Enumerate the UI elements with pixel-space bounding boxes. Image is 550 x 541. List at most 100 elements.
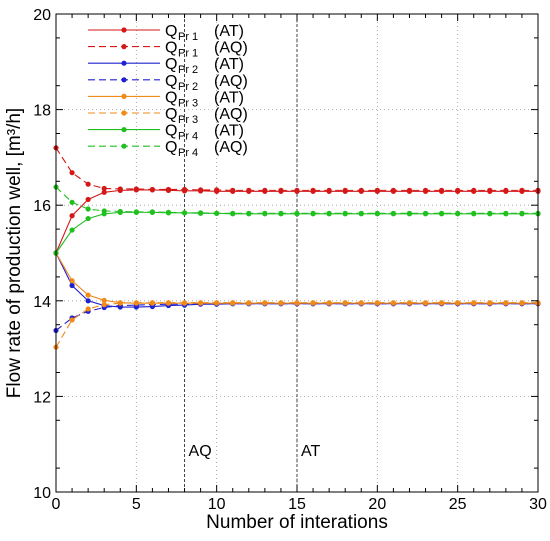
data-point bbox=[214, 300, 220, 306]
legend-q: Q bbox=[165, 23, 177, 40]
data-point bbox=[471, 210, 477, 216]
data-point bbox=[262, 210, 268, 216]
data-point bbox=[181, 186, 188, 193]
y-tick-label: 12 bbox=[33, 389, 51, 406]
legend-q: Q bbox=[165, 89, 177, 106]
data-point bbox=[117, 186, 123, 192]
legend-item: Q Pr 2 (AQ) bbox=[88, 73, 248, 93]
x-axis-title: Number of interations bbox=[206, 512, 388, 533]
data-point bbox=[230, 210, 236, 216]
data-point bbox=[246, 210, 252, 216]
legend-suffix: (AQ) bbox=[214, 106, 248, 123]
data-point bbox=[422, 187, 429, 193]
data-point bbox=[69, 170, 75, 176]
data-point bbox=[101, 208, 107, 214]
data-point bbox=[406, 187, 413, 193]
legend-swatch-marker bbox=[121, 77, 127, 83]
data-point bbox=[342, 187, 348, 193]
x-tick-label: 0 bbox=[52, 496, 61, 513]
data-point bbox=[294, 210, 300, 216]
data-point bbox=[310, 187, 316, 193]
data-point bbox=[326, 300, 332, 306]
legend-suffix: (AT) bbox=[214, 89, 244, 106]
legend-suffix: (AQ) bbox=[214, 73, 248, 90]
data-point bbox=[214, 187, 220, 193]
data-point bbox=[326, 187, 332, 193]
legend-swatch-marker bbox=[121, 27, 127, 33]
data-point bbox=[439, 300, 445, 306]
data-point bbox=[310, 210, 316, 216]
legend-swatch-marker bbox=[121, 127, 127, 133]
data-point bbox=[422, 210, 429, 216]
data-point bbox=[85, 206, 91, 212]
legend-subscript: Pr 1 bbox=[178, 48, 198, 60]
data-point bbox=[310, 300, 316, 306]
data-point bbox=[519, 187, 525, 193]
data-point bbox=[455, 187, 461, 193]
legend-q: Q bbox=[165, 139, 177, 156]
data-point bbox=[390, 300, 396, 306]
data-point bbox=[262, 300, 268, 306]
data-point bbox=[519, 300, 525, 306]
legend-subscript: Pr 3 bbox=[178, 114, 198, 126]
y-tick-label: 10 bbox=[33, 485, 51, 502]
data-point bbox=[455, 300, 461, 306]
legend-q: Q bbox=[165, 106, 177, 123]
data-point bbox=[133, 209, 139, 215]
legend-swatch-marker bbox=[121, 110, 127, 116]
data-point bbox=[85, 196, 91, 203]
data-point bbox=[246, 187, 252, 193]
annotation-label: AT bbox=[301, 443, 320, 460]
legend-subscript: Pr 4 bbox=[178, 147, 198, 159]
data-point bbox=[455, 210, 461, 216]
data-point bbox=[85, 215, 91, 222]
y-tick-label: 16 bbox=[33, 198, 51, 215]
data-point bbox=[181, 300, 188, 306]
data-point bbox=[101, 189, 107, 195]
data-point bbox=[85, 298, 91, 304]
data-point bbox=[278, 187, 284, 193]
data-point bbox=[117, 300, 123, 306]
data-point bbox=[198, 187, 204, 193]
legend-q: Q bbox=[165, 73, 177, 90]
data-point bbox=[69, 317, 75, 323]
x-tick-label: 30 bbox=[529, 496, 547, 513]
legend-subscript: Pr 2 bbox=[178, 64, 198, 76]
data-point bbox=[214, 210, 220, 216]
data-point bbox=[69, 282, 75, 289]
data-point bbox=[101, 297, 107, 303]
series bbox=[53, 301, 541, 334]
data-point bbox=[406, 210, 413, 216]
data-point bbox=[503, 187, 509, 193]
data-point bbox=[69, 278, 75, 284]
data-point bbox=[69, 199, 75, 205]
data-point bbox=[342, 300, 348, 306]
data-point bbox=[198, 210, 204, 216]
series bbox=[53, 145, 541, 193]
data-point bbox=[165, 209, 172, 215]
data-point bbox=[101, 185, 107, 192]
data-point bbox=[406, 300, 413, 306]
legend-suffix: (AT) bbox=[214, 56, 244, 73]
series bbox=[53, 300, 541, 350]
legend-item: Q Pr 2 (AT) bbox=[88, 56, 244, 76]
data-point bbox=[390, 187, 396, 193]
data-point bbox=[85, 292, 91, 298]
y-tick-label: 18 bbox=[33, 103, 51, 120]
data-point bbox=[503, 210, 509, 216]
legend-suffix: (AT) bbox=[214, 23, 244, 40]
annotation-label: AQ bbox=[189, 443, 212, 460]
data-point bbox=[519, 210, 525, 216]
legend-item: Q Pr 1 (AT) bbox=[88, 23, 244, 43]
data-point bbox=[230, 187, 236, 193]
legend-swatch-marker bbox=[121, 60, 127, 66]
legend-subscript: Pr 4 bbox=[178, 131, 198, 143]
series bbox=[53, 184, 541, 216]
legend-swatch-marker bbox=[121, 44, 127, 50]
x-tick-label: 15 bbox=[288, 496, 306, 513]
legend-item: Q Pr 1 (AQ) bbox=[88, 40, 248, 60]
data-point bbox=[294, 300, 300, 306]
data-point bbox=[117, 208, 123, 215]
legend-item: Q Pr 3 (AQ) bbox=[88, 106, 248, 126]
